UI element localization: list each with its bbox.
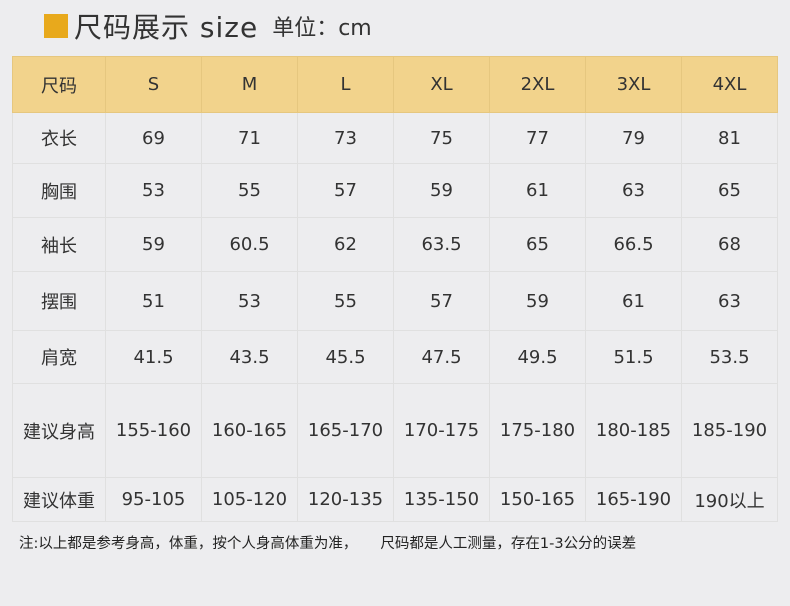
header-cell: 2XL xyxy=(489,56,586,113)
table-cell: 63 xyxy=(585,163,682,218)
table-cell: 180-185 xyxy=(585,383,682,478)
table-cell: 59 xyxy=(105,217,202,272)
header-cell: 尺码 xyxy=(12,56,106,113)
row-label: 建议身高 xyxy=(12,383,106,478)
table-cell: 61 xyxy=(489,163,586,218)
header-cell: L xyxy=(297,56,394,113)
title: 尺码展示 size 单位：cm xyxy=(44,8,372,44)
table-cell: 75 xyxy=(393,112,490,164)
table-cell: 59 xyxy=(393,163,490,218)
row-label: 建议体重 xyxy=(12,477,106,522)
table-row: 建议身高 155-160 160-165 165-170 170-175 175-180 1… xyxy=(12,383,778,478)
table-cell: 155-160 xyxy=(105,383,202,478)
row-label: 衣长 xyxy=(12,112,106,164)
table-cell: 185-190 xyxy=(681,383,778,478)
header-cell: XL xyxy=(393,56,490,113)
table-cell: 41.5 xyxy=(105,330,202,384)
row-label: 胸围 xyxy=(12,163,106,218)
size-table: 尺码 S M L XL 2XL 3XL 4XL 衣长 69 71 73 75 77 79 81… xyxy=(12,56,778,522)
table-cell: 51.5 xyxy=(585,330,682,384)
table-header: 尺码 S M L XL 2XL 3XL 4XL xyxy=(12,56,778,113)
table-cell: 165-170 xyxy=(297,383,394,478)
table-row: 衣长 69 71 73 75 77 79 81 xyxy=(12,112,778,164)
table-cell: 65 xyxy=(681,163,778,218)
row-label: 肩宽 xyxy=(12,330,106,384)
table-cell: 49.5 xyxy=(489,330,586,384)
table-cell: 68 xyxy=(681,217,778,272)
table-cell: 71 xyxy=(201,112,298,164)
table-cell: 150-165 xyxy=(489,477,586,522)
table-cell: 53.5 xyxy=(681,330,778,384)
table-cell: 63 xyxy=(681,271,778,331)
accent-square-icon xyxy=(44,14,68,38)
table-cell: 59 xyxy=(489,271,586,331)
table-cell: 69 xyxy=(105,112,202,164)
table-cell: 95-105 xyxy=(105,477,202,522)
table-cell: 66.5 xyxy=(585,217,682,272)
table-cell: 79 xyxy=(585,112,682,164)
table-cell: 61 xyxy=(585,271,682,331)
table-cell: 62 xyxy=(297,217,394,272)
table-cell: 43.5 xyxy=(201,330,298,384)
table-cell: 55 xyxy=(297,271,394,331)
header-cell: 4XL xyxy=(681,56,778,113)
table-cell: 77 xyxy=(489,112,586,164)
table-cell: 47.5 xyxy=(393,330,490,384)
header-cell: S xyxy=(105,56,202,113)
table-cell: 60.5 xyxy=(201,217,298,272)
table-cell: 105-120 xyxy=(201,477,298,522)
table-cell: 63.5 xyxy=(393,217,490,272)
table-row: 肩宽 41.5 43.5 45.5 47.5 49.5 51.5 53.5 xyxy=(12,330,778,384)
title-unit: 单位：cm xyxy=(272,16,372,41)
table-cell: 45.5 xyxy=(297,330,394,384)
table-cell: 51 xyxy=(105,271,202,331)
row-label: 摆围 xyxy=(12,271,106,331)
table-row: 胸围 53 55 57 59 61 63 65 xyxy=(12,163,778,218)
footnote: 注:以上都是参考身高，体重，按个人身高体重为准， 尺码都是人工测量，存在1-3公… xyxy=(19,536,637,552)
table-cell: 65 xyxy=(489,217,586,272)
table-cell: 120-135 xyxy=(297,477,394,522)
table-cell: 190以上 xyxy=(681,477,778,522)
header-cell: M xyxy=(201,56,298,113)
table-cell: 53 xyxy=(201,271,298,331)
table-row: 建议体重 95-105 105-120 120-135 135-150 150-165 16… xyxy=(12,477,778,522)
table-cell: 165-190 xyxy=(585,477,682,522)
row-label: 袖长 xyxy=(12,217,106,272)
table-row: 袖长 59 60.5 62 63.5 65 66.5 68 xyxy=(12,217,778,272)
table-cell: 135-150 xyxy=(393,477,490,522)
table-row: 摆围 51 53 55 57 59 61 63 xyxy=(12,271,778,331)
header-cell: 3XL xyxy=(585,56,682,113)
table-cell: 55 xyxy=(201,163,298,218)
table-cell: 160-165 xyxy=(201,383,298,478)
title-main: 尺码展示 size xyxy=(74,11,259,44)
table-cell: 81 xyxy=(681,112,778,164)
table-cell: 175-180 xyxy=(489,383,586,478)
table-cell: 53 xyxy=(105,163,202,218)
table-cell: 57 xyxy=(297,163,394,218)
table-cell: 73 xyxy=(297,112,394,164)
table-cell: 170-175 xyxy=(393,383,490,478)
table-cell: 57 xyxy=(393,271,490,331)
